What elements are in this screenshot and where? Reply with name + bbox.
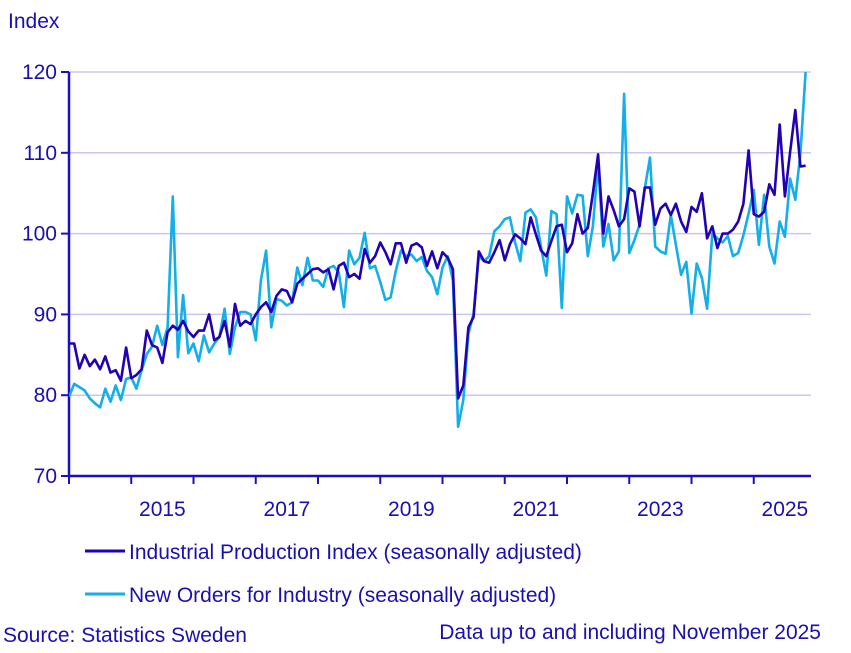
legend-label: New Orders for Industry (seasonally adju… [129, 584, 556, 607]
y-tick-label: 120 [22, 61, 57, 84]
y-tick-label: 110 [24, 142, 57, 165]
source-text: Source: Statistics Sweden [3, 624, 247, 647]
x-tick-label: 2025 [762, 498, 809, 521]
y-tick-label: 80 [34, 384, 57, 407]
x-tick-label: 2017 [264, 498, 311, 521]
legend-label: Industrial Production Index (seasonally … [129, 541, 582, 564]
data-note: Data up to and including November 2025 [439, 621, 821, 644]
series-line [69, 71, 807, 429]
y-tick-label: 100 [22, 223, 57, 246]
x-tick-label: 2021 [513, 498, 560, 521]
series-line [69, 108, 806, 400]
x-tick-label: 2023 [637, 498, 684, 521]
y-axis-label: Index [8, 10, 60, 33]
x-tick-label: 2015 [139, 498, 186, 521]
y-tick-label: 70 [34, 465, 57, 488]
y-tick-label: 90 [34, 303, 57, 326]
x-tick-label: 2019 [388, 498, 435, 521]
